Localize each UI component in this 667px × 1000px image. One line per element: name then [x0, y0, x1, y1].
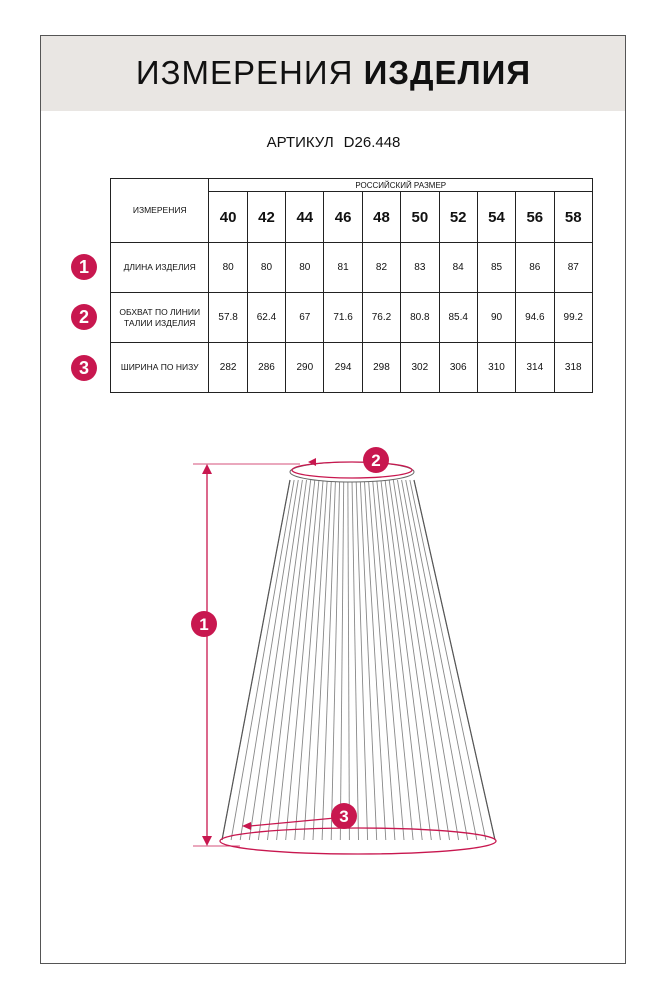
pleat-line: [303, 479, 328, 841]
pleat-line: [372, 479, 405, 841]
article-label: АРТИКУЛ: [266, 134, 334, 151]
row-number-badge: 3: [71, 355, 97, 381]
value-cell: 81: [323, 242, 363, 293]
measure-header: ИЗМЕРЕНИЯ: [109, 178, 210, 243]
pleat-line: [401, 479, 469, 841]
row-number-badge: 1: [71, 254, 97, 280]
value-cell: 76.2: [361, 292, 402, 343]
marker-number: 2: [371, 451, 380, 470]
pleat-line: [397, 479, 460, 841]
size-header-cell: 48: [361, 191, 402, 243]
row-number-badge: 2: [71, 304, 97, 330]
pleat-line: [294, 479, 324, 841]
marker-number: 3: [339, 807, 348, 826]
hem-arrow-icon: [242, 822, 251, 830]
pleat-line: [355, 479, 369, 841]
value-cell: 85.4: [438, 292, 478, 343]
value-cell: 90: [476, 292, 517, 343]
pleat-line: [380, 479, 423, 841]
hem-arrow-line: [249, 817, 336, 827]
size-header-cell: 40: [208, 191, 248, 243]
row-label: ДЛИНА ИЗДЕЛИЯ: [109, 242, 210, 293]
value-cell: 82: [361, 242, 402, 293]
size-header-cell: 52: [438, 191, 478, 243]
size-header-cell: 58: [553, 191, 593, 243]
waist-arrow-icon: [308, 458, 316, 466]
pleat-line: [339, 479, 345, 841]
pleat-line: [321, 479, 336, 841]
pleat-line: [347, 479, 350, 841]
pleat-line: [239, 479, 299, 841]
value-cell: 286: [246, 342, 287, 393]
pleat-line: [409, 479, 487, 841]
value-cell: 298: [361, 342, 402, 393]
pleat-line: [368, 479, 396, 841]
pleat-line: [267, 479, 312, 841]
pleat-line: [388, 479, 441, 841]
marker-number: 1: [199, 615, 208, 634]
value-cell: 294: [323, 342, 363, 393]
article-value: D26.448: [343, 134, 401, 151]
pleat-line: [330, 479, 341, 841]
pleat-line: [230, 479, 295, 841]
value-cell: 83: [400, 242, 440, 293]
value-cell: 80.8: [400, 292, 440, 343]
value-cell: 318: [553, 342, 593, 393]
size-header-cell: 42: [246, 191, 287, 243]
skirt-left-edge: [221, 479, 291, 841]
pleat-line: [359, 479, 378, 841]
value-cell: 94.6: [515, 292, 555, 343]
value-cell: 86: [515, 242, 555, 293]
table-row: ДЛИНА ИЗДЕЛИЯ 80 80 80 81 82 83 84 85 86 87: [109, 242, 593, 293]
measurements-table: ИЗМЕРЕНИЯ РОССИЙСКИЙ РАЗМЕР 40 42 44 46 48 50…: [109, 178, 593, 393]
value-cell: 80: [208, 242, 248, 293]
value-cell: 290: [285, 342, 325, 393]
skirt-right-edge: [413, 479, 496, 841]
page-title: ИЗМЕРЕНИЯ ИЗДЕЛИЯ: [0, 54, 667, 92]
waist-measure-ellipse: [291, 461, 413, 479]
pleat-line: [363, 479, 387, 841]
page-frame: [40, 35, 626, 964]
value-cell: 310: [476, 342, 517, 393]
header-band: [41, 36, 625, 111]
title-light: ИЗМЕРЕНИЯ: [135, 54, 354, 91]
size-header-cell: 44: [285, 191, 325, 243]
pleat-line: [351, 479, 359, 841]
marker-circle: [191, 611, 217, 637]
hem-measure-ellipse: [219, 827, 497, 855]
pleat-line: [405, 479, 478, 841]
pleat-line: [257, 479, 307, 841]
size-header-cell: 46: [323, 191, 363, 243]
table-row: ОБХВАТ ПО ЛИНИИ ТАЛИИ ИЗДЕЛИЯ 57.8 62.4 67 7…: [109, 292, 593, 343]
pleat-line: [285, 479, 320, 841]
marker-circle: [363, 447, 389, 473]
pleat-line: [376, 479, 414, 841]
size-header-cell: 56: [515, 191, 555, 243]
value-cell: 99.2: [553, 292, 593, 343]
title-bold: ИЗДЕЛИЯ: [363, 54, 532, 91]
value-cell: 306: [438, 342, 478, 393]
article-line: АРТИКУЛ D26.448: [0, 134, 667, 151]
value-cell: 314: [515, 342, 555, 393]
row-label: ШИРИНА ПО НИЗУ: [109, 342, 210, 393]
pleat-line: [392, 479, 450, 841]
table-row: ШИРИНА ПО НИЗУ 282 286 290 294 298 302 306 310 31…: [109, 342, 593, 393]
pleat-line: [384, 479, 432, 841]
pleat-line: [312, 479, 332, 841]
pleat-line: [248, 479, 303, 841]
marker-circle: [331, 803, 357, 829]
pleat-line: [276, 479, 316, 841]
